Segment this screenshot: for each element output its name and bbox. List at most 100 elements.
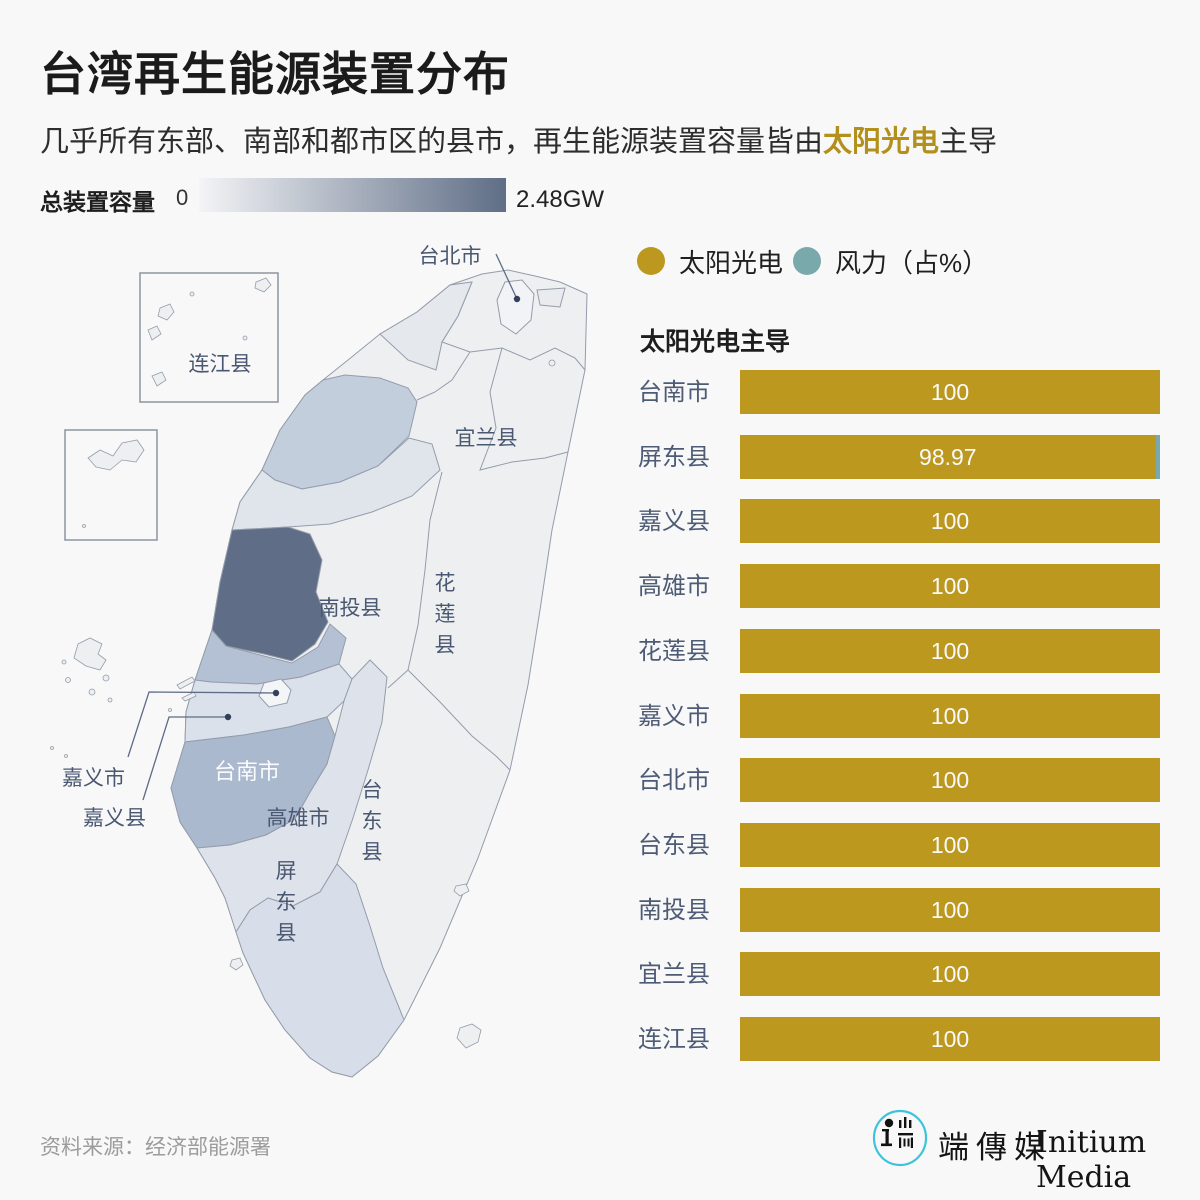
coastal-sandbars [168, 676, 197, 712]
bar-track: 100 [740, 629, 1160, 673]
solar-bar-segment: 100 [740, 758, 1160, 802]
wind-legend-dot-icon [793, 247, 821, 275]
bar-category-label: 南投县 [638, 897, 710, 924]
map-border-hualien-taitung [407, 669, 511, 771]
capacity-scale-label: 总装置容量 [40, 189, 155, 215]
solar-bar-segment: 100 [740, 564, 1160, 608]
map-label-pingtung: 屏东县 [276, 860, 297, 945]
page-title: 台湾再生能源装置分布 [40, 48, 510, 100]
bar-category-label: 宜兰县 [638, 961, 710, 988]
chiayi-county-leader-line [142, 716, 228, 801]
bar-value: 100 [930, 766, 970, 793]
map-border-hsinchu [416, 351, 471, 401]
bar-track: 100 [740, 1017, 1160, 1061]
solar-legend-label: 太阳光电 [679, 247, 784, 278]
lienchiang-inset-box [139, 272, 279, 403]
bar-track: 100 [740, 564, 1160, 608]
solar-bar-segment: 100 [740, 952, 1160, 996]
capacity-scale-min: 0 [176, 185, 189, 210]
map-label-taipei: 台北市 [419, 245, 482, 268]
bar-value: 98.97 [919, 443, 977, 470]
bar-value: 100 [930, 831, 970, 858]
map-label-tainan: 台南市 [214, 759, 280, 784]
kinmen-inset-box [64, 429, 158, 541]
bar-chart-heading: 太阳光电主导 [640, 328, 791, 356]
green-island [453, 883, 470, 897]
subtitle-prefix: 几乎所有东部、南部和都市区的县市，再生能源装置容量皆由 [40, 126, 824, 158]
bar-value: 100 [930, 702, 970, 729]
taipei-leader-dot [513, 295, 521, 303]
bar-row: 嘉义县 100 [0, 499, 1200, 543]
bar-row: 花莲县 100 [0, 629, 1200, 673]
bar-track: 98.97 [740, 435, 1160, 479]
chiayi-city-leader-dot [272, 689, 280, 697]
bar-category-label: 花莲县 [638, 638, 710, 665]
map-border-nantou-hualien [387, 471, 443, 689]
bar-category-label: 嘉义市 [638, 703, 710, 730]
legend-item-wind: 风力（占%） [793, 247, 988, 278]
bar-row: 连江县 100 [0, 1017, 1200, 1061]
bar-row: 宜兰县 100 [0, 952, 1200, 996]
bar-track: 100 [740, 823, 1160, 867]
map-label-kaohsiung: 高雄市 [267, 807, 330, 830]
bar-value: 100 [930, 896, 970, 923]
xiaoliuqiu-island [229, 957, 244, 971]
solar-legend-dot-icon [637, 247, 665, 275]
subtitle-highlight: 太阳光电 [823, 126, 940, 158]
map-label-chiayi-city: 嘉义市 [62, 767, 125, 790]
capacity-scale-max: 2.48GW [516, 186, 605, 213]
map-region-changhua [211, 526, 329, 662]
bar-value: 100 [930, 572, 970, 599]
brand-name-en: Initium Media [1036, 1125, 1147, 1195]
initium-logo-icon [872, 1109, 928, 1167]
map-region-taoyuan [379, 281, 473, 371]
solar-bar-segment: 100 [740, 1017, 1160, 1061]
wind-legend-label: 风力（占%） [835, 247, 989, 278]
bar-value: 100 [930, 507, 970, 534]
solar-bar-segment: 100 [740, 629, 1160, 673]
bar-category-label: 嘉义县 [638, 508, 710, 535]
bar-row: 南投县 100 [0, 888, 1200, 932]
map-label-nantou: 南投县 [319, 597, 382, 620]
bar-track: 100 [740, 370, 1160, 414]
solar-bar-segment: 100 [740, 888, 1160, 932]
bar-track: 100 [740, 499, 1160, 543]
bar-value: 100 [930, 1025, 970, 1052]
bar-row: 台东县 100 [0, 823, 1200, 867]
bar-track: 100 [740, 888, 1160, 932]
solar-bar-segment: 100 [740, 370, 1160, 414]
bar-category-label: 台北市 [638, 767, 710, 794]
bar-value: 100 [930, 960, 970, 987]
map-label-chiayi-county: 嘉义县 [83, 807, 146, 830]
bar-category-label: 高雄市 [638, 573, 710, 600]
bar-track: 100 [740, 758, 1160, 802]
chiayi-county-leader-dot [224, 713, 232, 721]
bar-value: 100 [930, 378, 970, 405]
bar-category-label: 连江县 [638, 1026, 710, 1053]
kinmen-islands [82, 439, 145, 528]
data-source-note: 资料来源：经济部能源署 [40, 1136, 271, 1159]
map-region-taipei [496, 279, 535, 335]
brand-name-zh: 端傳媒 [938, 1130, 1052, 1166]
orchid-island [456, 1023, 482, 1049]
guishan-island [548, 359, 556, 367]
map-region-pingtung [235, 863, 405, 1078]
solar-bar-segment: 100 [740, 499, 1160, 543]
bar-row: 屏东县 98.97 [0, 435, 1200, 479]
map-label-taitung: 台东县 [362, 779, 383, 864]
taipei-leader-line [495, 253, 518, 300]
solar-bar-segment: 100 [740, 823, 1160, 867]
bar-row: 台北市 100 [0, 758, 1200, 802]
matsu-islands [147, 277, 272, 387]
penghu-islands [50, 637, 113, 758]
chiayi-city-leader-line [127, 691, 277, 758]
bar-category-label: 台东县 [638, 832, 710, 859]
bar-category-label: 台南市 [638, 379, 710, 406]
capacity-gradient-bar [199, 178, 506, 212]
bar-row: 嘉义市 100 [0, 694, 1200, 738]
wind-bar-segment [1155, 435, 1160, 479]
map-border-yilan [479, 347, 569, 471]
legend-item-solar: 太阳光电 [637, 247, 783, 278]
page-subtitle: 几乎所有东部、南部和都市区的县市，再生能源装置容量皆由太阳光电主导 [40, 118, 997, 160]
solar-bar-segment: 100 [740, 694, 1160, 738]
